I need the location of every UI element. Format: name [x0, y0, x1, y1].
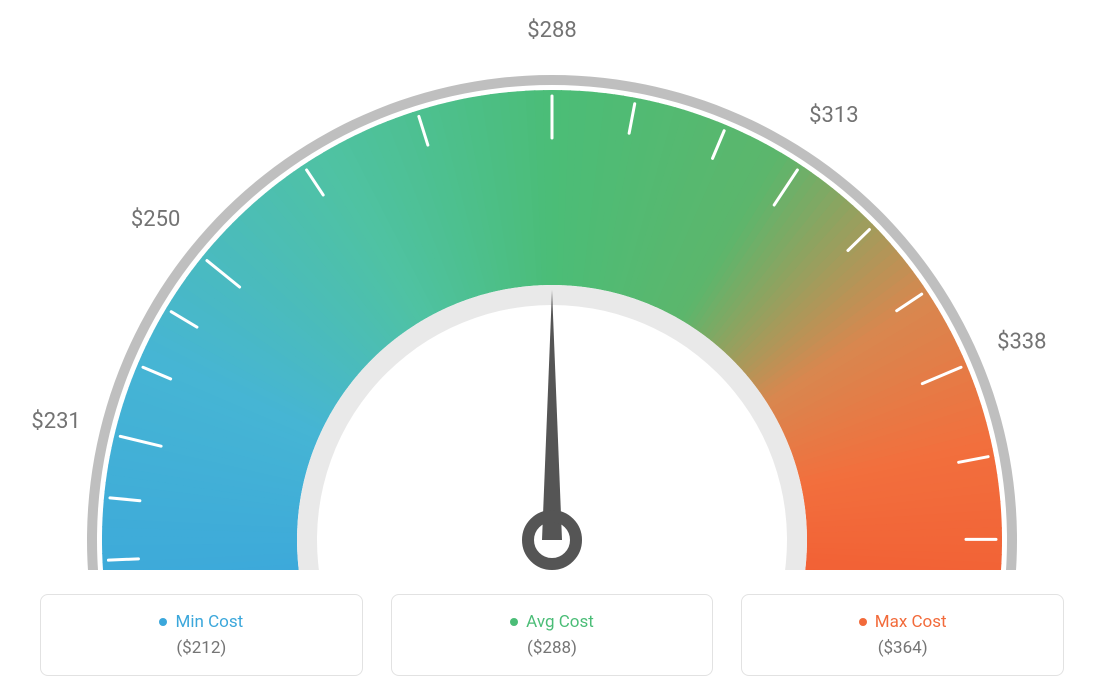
legend-title-row: Min Cost [159, 612, 243, 632]
legend-card-max: Max Cost ($364) [741, 594, 1064, 676]
legend-card-min: Min Cost ($212) [40, 594, 363, 676]
legend-title-avg: Avg Cost [526, 612, 594, 632]
legend-row: Min Cost ($212) Avg Cost ($288) Max Cost… [0, 580, 1104, 690]
tick-label: $250 [131, 207, 180, 232]
legend-title-row: Max Cost [859, 612, 947, 632]
legend-dot-icon [859, 618, 867, 626]
legend-title-max: Max Cost [875, 612, 947, 632]
legend-title-min: Min Cost [175, 612, 243, 632]
gauge-infographic: $212$231$250$288$313$338$364 Min Cost ($… [0, 0, 1104, 690]
tick-label: $231 [31, 409, 80, 434]
legend-title-row: Avg Cost [510, 612, 594, 632]
gauge-needle [542, 290, 562, 540]
legend-value-avg: ($288) [527, 638, 577, 658]
legend-value-max: ($364) [878, 638, 928, 658]
legend-card-avg: Avg Cost ($288) [391, 594, 714, 676]
legend-dot-icon [510, 618, 518, 626]
legend-value-min: ($212) [176, 638, 226, 658]
legend-dot-icon [159, 618, 167, 626]
tick-label: $338 [997, 330, 1046, 355]
gauge-chart: $212$231$250$288$313$338$364 [0, 0, 1104, 570]
tick-label: $288 [527, 18, 576, 43]
gauge-svg: $212$231$250$288$313$338$364 [0, 0, 1104, 570]
tick-label: $313 [809, 103, 858, 128]
